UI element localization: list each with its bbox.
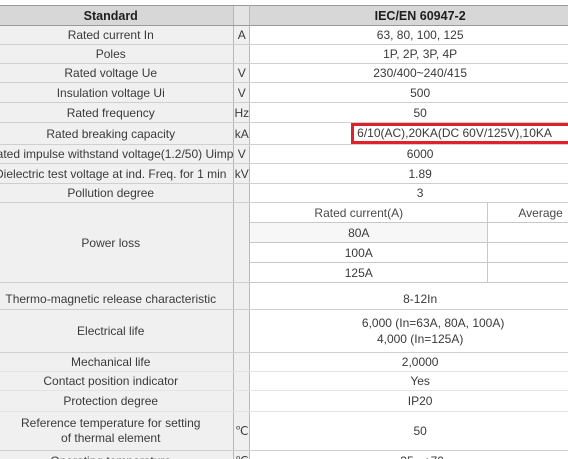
row-unit: V (233, 63, 251, 83)
row-value: Yes (249, 371, 568, 391)
spacer-row (0, 282, 568, 290)
table-row: Rated impulse withstand voltage(1.2/50) … (0, 144, 568, 164)
power-loss-current-header: Rated current(A) (249, 202, 489, 223)
row-label: Rated voltage Ue (0, 63, 234, 83)
power-loss-header-row: Power loss Rated current(A) Average (0, 202, 568, 283)
row-value: 2,0000 (249, 352, 568, 372)
table-row: Rated breaking capacity kA 6/10(AC),20KA… (0, 122, 568, 145)
row-unit: ℃ (233, 411, 251, 451)
row-label: Operating temperature (0, 450, 234, 459)
row-value: 6/10(AC),20KA(DC 60V/125V),10KA (249, 122, 568, 145)
row-unit (233, 352, 251, 372)
unit-header-cell (233, 5, 251, 26)
row-value: 6,000 (In=63A, 80A, 100A) 4,000 (In=125A… (249, 309, 568, 353)
table-row: Rated voltage Ue V 230/400~240/415 (0, 63, 568, 83)
table-row: Dielectric test voltage at ind. Freq. fo… (0, 163, 568, 184)
highlight-box: 6/10(AC),20KA(DC 60V/125V),10KA (351, 123, 568, 144)
power-loss-average (487, 262, 568, 283)
reference-temp-label-line2: of thermal element (61, 431, 161, 445)
specifications-table: Standard IEC/EN 60947-2 Rated current In… (0, 5, 568, 459)
row-unit (233, 371, 251, 391)
row-label: Poles (0, 44, 234, 64)
row-value: -35...+70 (249, 450, 568, 459)
table-row: Rated current In A 63, 80, 100, 125 (0, 25, 568, 45)
row-unit: V (233, 144, 251, 164)
row-value: 63, 80, 100, 125 (249, 25, 568, 45)
row-label: Rated current In (0, 25, 234, 45)
row-label: Pollution degree (0, 183, 234, 203)
row-label: Thermo-magnetic release characteristic (0, 289, 234, 310)
table-row: Operating temperature ℃ -35...+70 (0, 450, 568, 459)
electrical-life-line2: 4,000 (In=125A) (376, 332, 464, 346)
row-unit (233, 44, 251, 64)
row-value: 3 (249, 183, 568, 203)
standard-value-header: IEC/EN 60947-2 (249, 5, 568, 26)
row-value: 50 (249, 102, 568, 123)
row-unit (233, 390, 251, 412)
row-unit: A (233, 25, 251, 45)
row-unit (233, 202, 251, 283)
row-value: 500 (249, 82, 568, 103)
row-label: Rated frequency (0, 102, 234, 123)
row-unit: kV (233, 163, 251, 184)
power-loss-average (487, 242, 568, 263)
standard-header: Standard (0, 5, 234, 26)
row-label: Electrical life (0, 309, 234, 353)
row-label: Dielectric test voltage at ind. Freq. fo… (0, 163, 234, 184)
table-row: Pollution degree 3 (0, 183, 568, 203)
row-value: 1.89 (249, 163, 568, 184)
table-row: Poles 1P, 2P, 3P, 4P (0, 44, 568, 64)
row-value: 1P, 2P, 3P, 4P (249, 44, 568, 64)
table-row: Electrical life 6,000 (In=63A, 80A, 100A… (0, 309, 568, 353)
table-header-row: Standard IEC/EN 60947-2 (0, 5, 568, 26)
row-label: Protection degree (0, 390, 234, 412)
table-row: Reference temperature for setting of the… (0, 411, 568, 451)
electrical-life-line1: 6,000 (In=63A, 80A, 100A) (361, 316, 505, 330)
power-loss-current: 125A (249, 262, 489, 283)
row-label: Rated impulse withstand voltage(1.2/50) … (0, 144, 234, 164)
row-value: IP20 (249, 390, 568, 412)
table-row: Protection degree IP20 (0, 390, 568, 412)
row-unit: Hz (233, 102, 251, 123)
row-label: Contact position indicator (0, 371, 234, 391)
power-loss-average (487, 222, 568, 243)
table-row: Mechanical life 2,0000 (0, 352, 568, 372)
row-value: 6000 (249, 144, 568, 164)
row-unit: kA (233, 122, 251, 145)
power-loss-current: 100A (249, 242, 489, 263)
row-unit (233, 183, 251, 203)
table-row: Insulation voltage Ui V 500 (0, 82, 568, 103)
table-row: Thermo-magnetic release characteristic 8… (0, 289, 568, 310)
table-row: Rated frequency Hz 50 (0, 102, 568, 123)
reference-temp-label-line1: Reference temperature for setting (21, 416, 201, 430)
row-label: Insulation voltage Ui (0, 82, 234, 103)
row-value: 230/400~240/415 (249, 63, 568, 83)
row-label: Mechanical life (0, 352, 234, 372)
row-unit (233, 309, 251, 353)
row-unit: ℃ (233, 450, 251, 459)
row-label: Rated breaking capacity (0, 122, 234, 145)
table-row: Contact position indicator Yes (0, 371, 568, 391)
row-label: Reference temperature for setting of the… (0, 411, 234, 451)
power-loss-row: 125A (0, 262, 568, 283)
row-label: Power loss (0, 202, 234, 283)
power-loss-row: 100A (0, 242, 568, 263)
row-value: 8-12In (249, 289, 568, 310)
row-value: 50 (249, 411, 568, 451)
row-unit (233, 289, 251, 310)
power-loss-current: 80A (249, 222, 489, 243)
row-unit: V (233, 82, 251, 103)
power-loss-row: 80A (0, 222, 568, 243)
power-loss-average-header: Average (487, 202, 568, 223)
